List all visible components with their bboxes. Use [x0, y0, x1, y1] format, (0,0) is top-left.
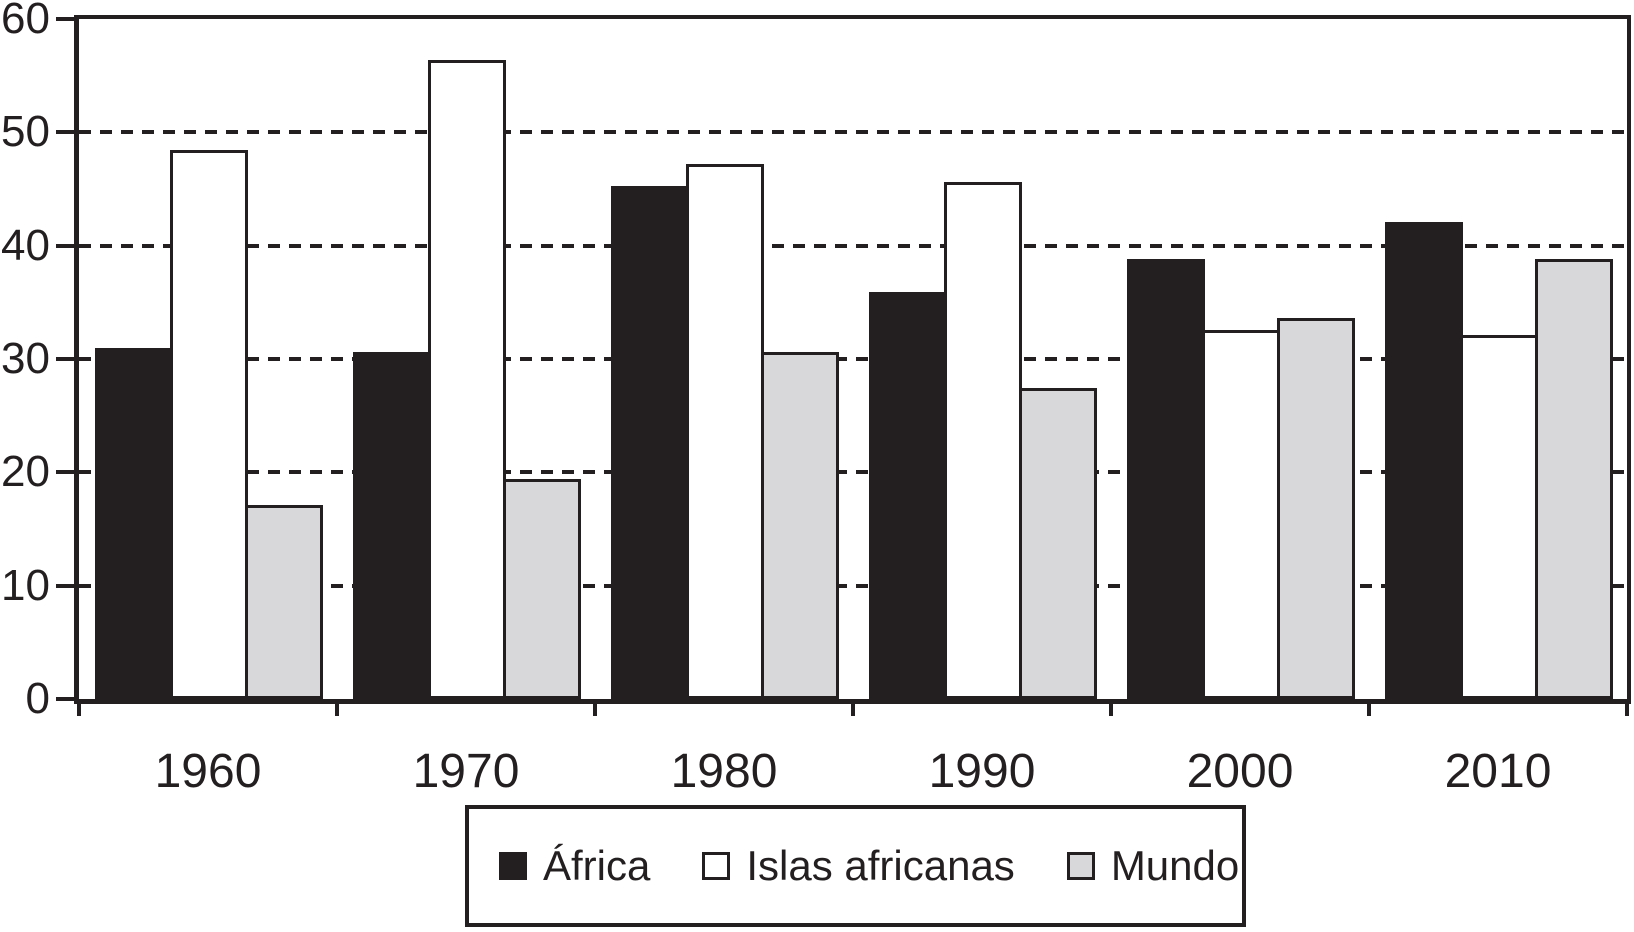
bars-layer	[79, 19, 1627, 699]
bar-mundo-2010	[1535, 259, 1613, 699]
legend-swatch-mundo	[1066, 852, 1095, 880]
x-tick-5	[1366, 699, 1371, 716]
legend-label-mundo: Mundo	[1110, 842, 1240, 889]
y-tick-60	[56, 17, 78, 21]
y-tick-label-40: 40	[1, 220, 50, 270]
legend-label-islas-africanas: Islas africanas	[746, 842, 1015, 889]
x-category-label-1960: 1960	[154, 745, 262, 798]
x-category-label-2010: 2010	[1444, 745, 1552, 798]
y-tick-label-20: 20	[1, 447, 50, 497]
legend-label-africa: África	[543, 842, 651, 889]
legend-swatch-africa	[499, 852, 527, 880]
gridline-40	[79, 243, 1627, 248]
bar-africa-2010	[1385, 222, 1463, 699]
bar-africa-2000	[1127, 259, 1205, 699]
bar-islas-africanas-2010	[1460, 335, 1538, 699]
x-tick-6	[1624, 699, 1629, 716]
x-category-label-1980: 1980	[670, 745, 778, 798]
x-tick-3	[850, 699, 855, 716]
y-tick-50	[56, 130, 78, 135]
bar-africa-1980	[611, 186, 689, 699]
gridline-50	[79, 130, 1627, 135]
y-tick-label-30: 30	[1, 334, 50, 383]
bar-africa-1990	[869, 292, 947, 699]
y-tick-label-50: 50	[1, 107, 50, 157]
gridline-30	[79, 357, 1627, 361]
y-tick-label-0: 0	[25, 674, 50, 723]
bar-islas-africanas-1990	[944, 182, 1022, 699]
x-category-label-1970: 1970	[412, 745, 520, 798]
legend-item-mundo: Mundo	[1066, 842, 1240, 889]
legend-item-islas-africanas: Islas africanas	[702, 842, 1015, 889]
legend: África Islas africanas Mundo	[465, 805, 1246, 927]
y-tick-label-60: 60	[1, 0, 50, 43]
legend-item-africa: África	[499, 843, 650, 889]
bar-mundo-1960	[245, 505, 323, 699]
x-tick-1	[334, 699, 339, 716]
y-tick-10	[56, 583, 78, 588]
legend-swatch-islas-africanas	[702, 852, 731, 880]
x-tick-0	[76, 699, 81, 716]
bar-africa-1960	[95, 348, 173, 699]
bar-islas-africanas-1980	[686, 164, 764, 699]
bar-mundo-1980	[761, 352, 839, 699]
plot-area	[74, 15, 1631, 704]
bar-islas-africanas-1960	[170, 150, 248, 699]
y-tick-label-10: 10	[1, 560, 50, 610]
bar-mundo-1970	[503, 479, 581, 699]
bar-islas-africanas-1970	[428, 60, 506, 699]
y-tick-0	[56, 697, 78, 701]
y-tick-30	[56, 357, 78, 361]
gridline-20	[79, 470, 1627, 475]
y-tick-20	[56, 470, 78, 475]
x-category-label-1990: 1990	[928, 745, 1036, 798]
gridline-10	[79, 583, 1627, 588]
x-category-label-2000: 2000	[1186, 745, 1294, 798]
y-tick-40	[56, 243, 78, 248]
x-tick-4	[1108, 699, 1113, 716]
grid-layer	[79, 19, 1627, 699]
bar-mundo-2000	[1277, 318, 1355, 699]
bar-africa-1970	[353, 352, 431, 699]
bar-islas-africanas-2000	[1202, 330, 1280, 699]
x-tick-2	[592, 699, 597, 716]
bar-mundo-1990	[1019, 388, 1097, 699]
